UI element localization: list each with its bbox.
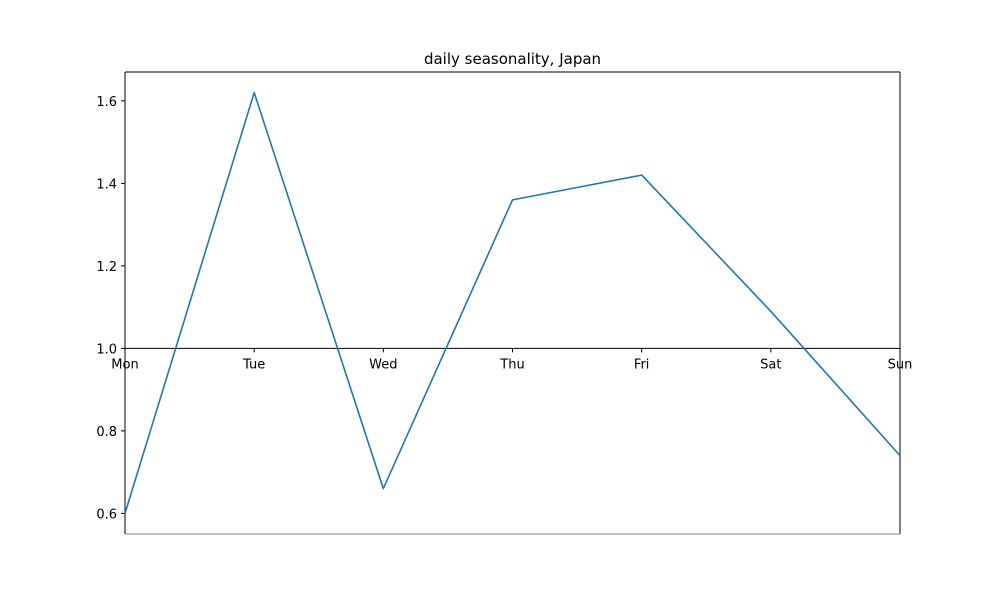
x-ticks: Mon Tue Wed Thu Fri Sat Sun: [111, 348, 912, 372]
chart-title: daily seasonality, Japan: [424, 50, 601, 68]
x-tick-label: Sat: [760, 357, 781, 372]
y-tick-label: 1.4: [96, 177, 117, 192]
x-tick-label: Sun: [888, 357, 913, 372]
y-ticks: 0.6 0.8 1.0 1.2 1.4 1.6: [96, 95, 125, 522]
x-tick-label: Mon: [111, 357, 138, 372]
y-tick-label: 1.0: [96, 342, 117, 357]
series-line: [124, 91, 901, 514]
y-tick-label: 0.8: [96, 425, 117, 440]
x-tick-label: Tue: [242, 357, 265, 372]
axes: [124, 71, 901, 535]
x-tick-label: Fri: [634, 357, 650, 372]
x-tick-label: Thu: [499, 357, 524, 372]
y-tick-label: 1.2: [96, 260, 117, 275]
y-tick-label: 0.6: [96, 507, 117, 522]
y-tick-label: 1.6: [96, 95, 117, 110]
series-group: [124, 91, 901, 514]
x-tick-label: Wed: [369, 357, 397, 372]
